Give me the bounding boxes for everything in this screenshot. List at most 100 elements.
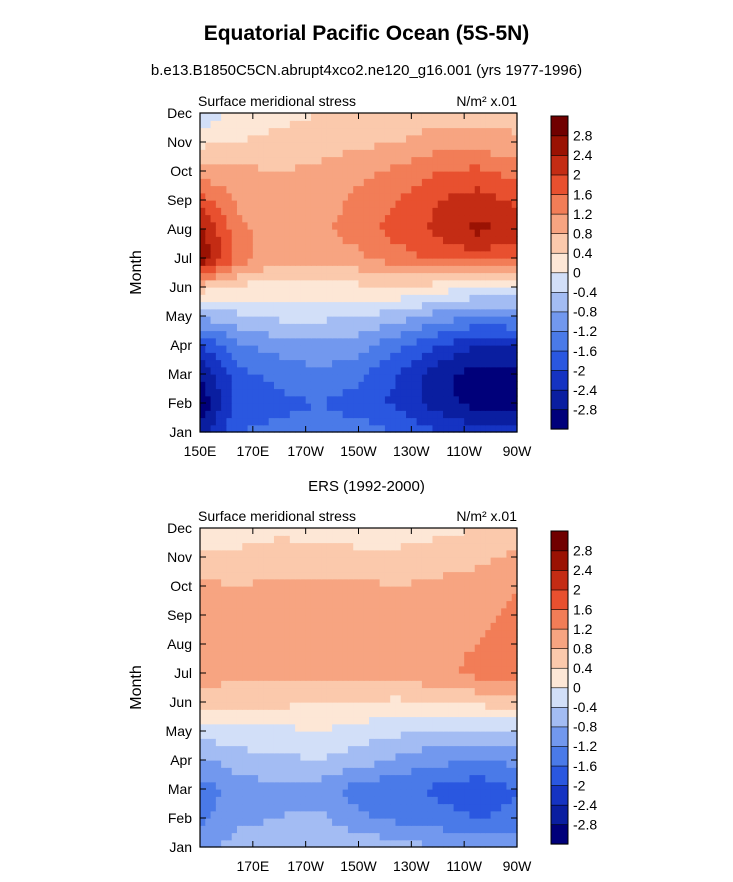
heatmap-cell bbox=[448, 388, 455, 397]
heatmap-cell bbox=[432, 352, 439, 361]
heatmap-cell bbox=[427, 207, 434, 216]
heatmap-cell bbox=[305, 600, 312, 609]
heatmap-cell bbox=[379, 171, 386, 179]
heatmap-cell bbox=[289, 279, 296, 288]
heatmap-cell bbox=[437, 702, 444, 710]
heatmap-cell bbox=[395, 323, 402, 332]
heatmap-cell bbox=[490, 586, 497, 594]
heatmap-cell bbox=[215, 636, 222, 645]
heatmap-cell bbox=[305, 738, 312, 747]
x-tick-label: 170E bbox=[236, 443, 269, 459]
heatmap-cell bbox=[300, 279, 307, 288]
heatmap-cell bbox=[432, 767, 439, 776]
heatmap-cell bbox=[268, 388, 275, 397]
heatmap-cell bbox=[337, 192, 344, 201]
heatmap-cell bbox=[289, 323, 296, 332]
heatmap-cell bbox=[501, 127, 508, 136]
heatmap-cell bbox=[273, 156, 280, 165]
heatmap-cell bbox=[406, 600, 412, 609]
heatmap-cell bbox=[231, 774, 238, 783]
heatmap-cell bbox=[495, 651, 502, 660]
heatmap-cell bbox=[464, 665, 471, 674]
heatmap-cell bbox=[310, 658, 317, 667]
heatmap-cell bbox=[480, 709, 486, 718]
heatmap-cell bbox=[469, 745, 476, 754]
heatmap-cell bbox=[284, 593, 291, 602]
heatmap-cell bbox=[353, 156, 360, 165]
heatmap-cell bbox=[432, 636, 439, 645]
heatmap-cell bbox=[437, 381, 444, 390]
heatmap-cell bbox=[289, 622, 296, 631]
heatmap-cell bbox=[273, 607, 280, 616]
heatmap-cell bbox=[316, 774, 323, 783]
heatmap-cell bbox=[469, 171, 476, 179]
heatmap-cell bbox=[400, 607, 407, 616]
heatmap-cell bbox=[400, 345, 407, 353]
heatmap-cell bbox=[310, 200, 317, 208]
heatmap-cell bbox=[448, 163, 455, 172]
heatmap-cell bbox=[236, 629, 243, 638]
heatmap-cell bbox=[210, 774, 217, 783]
heatmap-cell bbox=[305, 272, 312, 281]
heatmap-cell bbox=[474, 694, 481, 703]
heatmap-cell bbox=[247, 644, 254, 652]
heatmap-cell bbox=[263, 178, 270, 187]
heatmap-cell bbox=[316, 337, 323, 346]
heatmap-cell bbox=[205, 250, 212, 259]
heatmap-cell bbox=[421, 149, 428, 158]
heatmap-cell bbox=[411, 156, 418, 165]
heatmap-cell bbox=[495, 593, 502, 602]
heatmap-cell bbox=[247, 192, 254, 201]
heatmap-cell bbox=[411, 337, 418, 346]
heatmap-cell bbox=[495, 345, 502, 353]
heatmap-cell bbox=[474, 134, 481, 143]
heatmap-cell bbox=[242, 825, 249, 834]
heatmap-cell bbox=[226, 236, 233, 245]
heatmap-cell bbox=[400, 716, 407, 725]
heatmap-cell bbox=[474, 200, 481, 208]
heatmap-cell bbox=[258, 410, 264, 419]
heatmap-cell bbox=[316, 789, 323, 797]
heatmap-cell bbox=[247, 395, 254, 404]
heatmap-cell bbox=[358, 134, 365, 143]
heatmap-cell bbox=[374, 279, 381, 288]
heatmap-cell bbox=[215, 781, 222, 790]
heatmap-cell bbox=[242, 294, 249, 303]
heatmap-cell bbox=[200, 403, 206, 411]
heatmap-cell bbox=[369, 163, 375, 172]
heatmap-cell bbox=[210, 388, 217, 397]
heatmap-cell bbox=[395, 767, 402, 776]
heatmap-cell bbox=[310, 258, 317, 266]
heatmap-cell bbox=[464, 171, 471, 179]
heatmap-cell bbox=[321, 752, 328, 761]
heatmap-cell bbox=[448, 680, 455, 689]
heatmap-cell bbox=[369, 622, 375, 631]
heatmap-cell bbox=[384, 745, 391, 754]
heatmap-cell bbox=[406, 366, 412, 375]
heatmap-cell bbox=[242, 323, 249, 332]
heatmap-cell bbox=[247, 113, 254, 121]
heatmap-cell bbox=[273, 192, 280, 201]
heatmap-cell bbox=[363, 200, 370, 208]
heatmap-cell bbox=[200, 221, 206, 230]
heatmap-cell bbox=[511, 287, 518, 295]
heatmap-cell bbox=[369, 593, 375, 602]
heatmap-cell bbox=[215, 374, 222, 382]
heatmap-cell bbox=[406, 345, 412, 353]
heatmap-cell bbox=[506, 781, 513, 790]
heatmap-cell bbox=[258, 839, 264, 848]
heatmap-cell bbox=[205, 149, 212, 158]
heatmap-cell bbox=[342, 265, 349, 274]
heatmap-cell bbox=[332, 745, 338, 754]
heatmap-cell bbox=[464, 818, 471, 826]
heatmap-cell bbox=[337, 578, 344, 587]
heatmap-cell bbox=[221, 294, 228, 303]
heatmap-cell bbox=[205, 810, 212, 819]
heatmap-cell bbox=[247, 825, 254, 834]
heatmap-cell bbox=[411, 395, 418, 404]
heatmap-cell bbox=[437, 796, 444, 805]
heatmap-cell bbox=[448, 221, 455, 230]
heatmap-cell bbox=[236, 127, 243, 136]
colorbar-label: -2.8 bbox=[573, 401, 597, 417]
heatmap-cell bbox=[421, 600, 428, 609]
